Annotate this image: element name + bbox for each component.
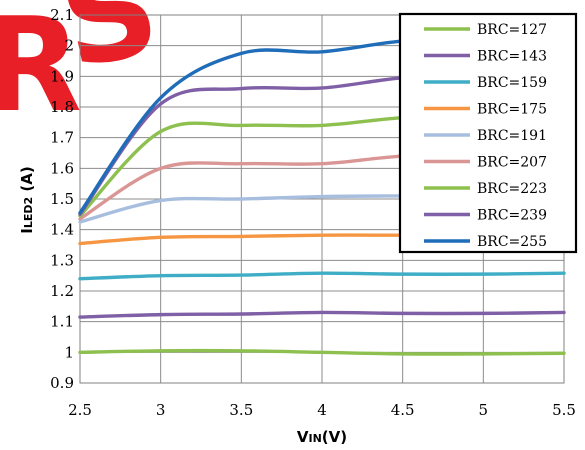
y-tick-label: 2.1 (50, 6, 74, 24)
legend-label: BRC=127 (477, 22, 547, 38)
y-axis-title-main: I (18, 228, 36, 234)
x-tick-label: 4 (317, 401, 327, 419)
legend-label: BRC=239 (477, 208, 547, 224)
x-axis-title-sub: IN (308, 432, 321, 445)
y-tick-label: 1.9 (50, 67, 74, 85)
legend: BRC=127 BRC=143 BRC=159 BRC=175 BRC=191 BRC=2… (398, 12, 578, 254)
legend-label: BRC=143 (477, 49, 547, 65)
y-tick-label: 1.7 (50, 129, 74, 147)
y-tick-label: 2 (64, 37, 74, 55)
legend-items: BRC=127 BRC=143 BRC=159 BRC=175 BRC=191 BRC=2… (424, 22, 547, 250)
svg-text:R: R (0, 0, 82, 141)
legend-label: BRC=191 (477, 128, 547, 144)
legend-label: BRC=223 (477, 181, 547, 197)
y-tick-label: 1.6 (50, 159, 74, 177)
x-tick-label: 5 (479, 401, 489, 419)
y-tick-label: 1.5 (50, 190, 74, 208)
y-tick-label: 1.3 (50, 251, 74, 269)
legend-item: BRC=207 (424, 155, 547, 171)
series-line-brc-127 (78, 348, 566, 356)
legend-label: BRC=175 (477, 102, 547, 118)
y-axis-title-unit: (A) (18, 166, 36, 197)
y-axis-title: ILED2 (A) (18, 166, 36, 233)
y-axis-tick-labels: 0.9 1 1.1 1.2 1.3 1.4 1.5 1.6 1.7 1.8 1.9 2 2.1 (50, 6, 74, 392)
svg-text:ILED2 (A): ILED2 (A) (18, 166, 36, 233)
legend-item: BRC=239 (424, 208, 547, 224)
x-tick-label: 2.5 (68, 401, 92, 419)
y-tick-label: 1.1 (50, 313, 74, 331)
series-line-brc-143 (78, 310, 566, 319)
y-tick-label: 1 (64, 343, 74, 361)
watermark: R S (0, 0, 171, 141)
legend-label: BRC=255 (477, 234, 547, 250)
legend-label: BRC=207 (477, 155, 547, 171)
x-axis-tick-labels: 2.5 3 3.5 4 4.5 5 5.5 (68, 401, 576, 419)
x-tick-label: 3.5 (229, 401, 253, 419)
y-tick-label: 0.9 (50, 374, 74, 392)
y-tick-label: 1.8 (50, 98, 74, 116)
legend-item: BRC=175 (424, 102, 547, 118)
series-line-brc-159 (78, 271, 566, 281)
y-tick-label: 1.4 (50, 221, 74, 239)
x-axis-title-unit: (V) (322, 428, 347, 446)
legend-item: BRC=143 (424, 49, 547, 65)
legend-item: BRC=191 (424, 128, 547, 144)
legend-item: BRC=159 (424, 75, 547, 91)
legend-box (398, 12, 578, 254)
x-tick-label: 3 (156, 401, 166, 419)
x-tick-label: 4.5 (391, 401, 415, 419)
legend-item: BRC=127 (424, 22, 547, 38)
y-axis-title-sub: LED2 (22, 197, 35, 228)
legend-item: BRC=255 (424, 234, 547, 250)
x-axis-title-main: V (297, 428, 309, 446)
legend-label: BRC=159 (477, 75, 547, 91)
legend-item: BRC=223 (424, 181, 547, 197)
y-tick-label: 1.2 (50, 282, 74, 300)
svg-text:VIN(V): VIN(V) (297, 428, 347, 446)
x-tick-label: 5.5 (552, 401, 576, 419)
x-axis-title: VIN(V) (297, 428, 347, 446)
